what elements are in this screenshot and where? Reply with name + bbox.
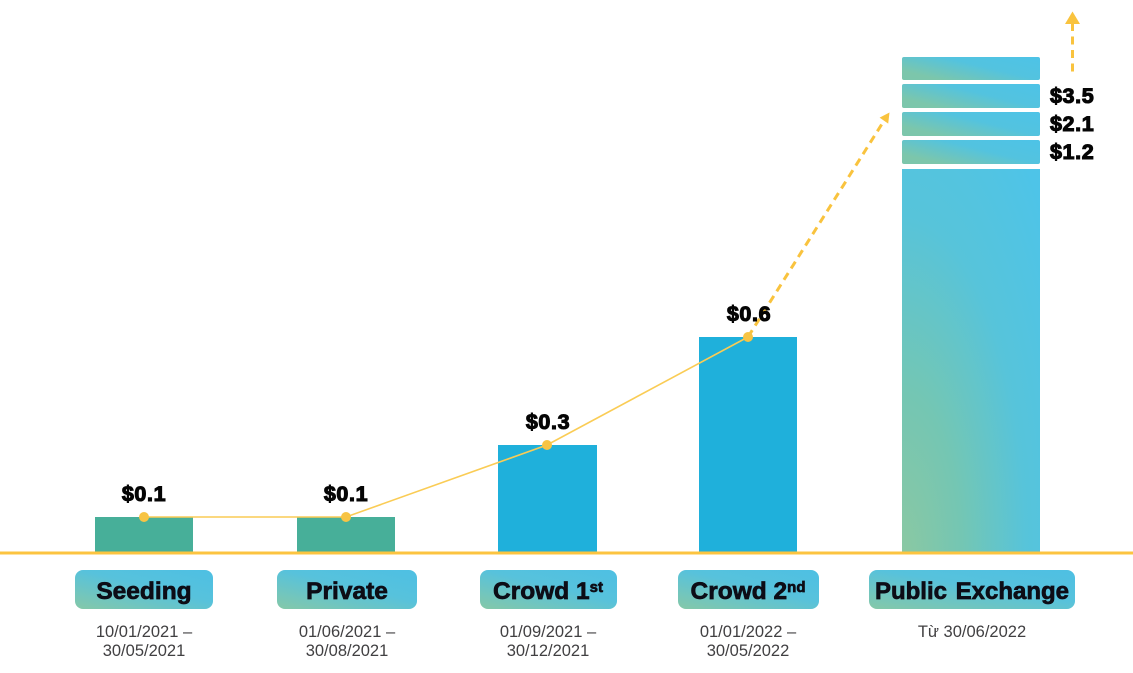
svg-text:$0.3: $0.3 (526, 410, 570, 434)
svg-text:30/05/2021: 30/05/2021 (103, 642, 186, 660)
svg-text:Seeding: Seeding (96, 578, 191, 605)
svg-text:Crowd 1st: Crowd 1st (493, 578, 603, 605)
svg-text:Private: Private (306, 578, 388, 605)
svg-text:$1.2: $1.2 (1050, 140, 1094, 164)
svg-text:01/01/2022 –: 01/01/2022 – (700, 623, 797, 641)
svg-text:$0.1: $0.1 (324, 482, 368, 506)
svg-text:Public Exchange: Public Exchange (875, 578, 1069, 605)
svg-text:30/12/2021: 30/12/2021 (507, 642, 590, 660)
svg-text:$2.1: $2.1 (1050, 112, 1094, 136)
svg-text:$0.6: $0.6 (727, 302, 771, 326)
svg-text:$0.1: $0.1 (122, 482, 166, 506)
svg-text:$3.5: $3.5 (1050, 84, 1094, 108)
svg-text:30/05/2022: 30/05/2022 (707, 642, 790, 660)
svg-text:01/09/2021 –: 01/09/2021 – (500, 623, 597, 641)
svg-text:Crowd 2nd: Crowd 2nd (691, 578, 806, 605)
svg-text:30/08/2021: 30/08/2021 (306, 642, 389, 660)
svg-text:Từ 30/06/2022: Từ 30/06/2022 (918, 623, 1026, 641)
svg-text:01/06/2021 –: 01/06/2021 – (299, 623, 396, 641)
svg-text:10/01/2021 –: 10/01/2021 – (96, 623, 193, 641)
